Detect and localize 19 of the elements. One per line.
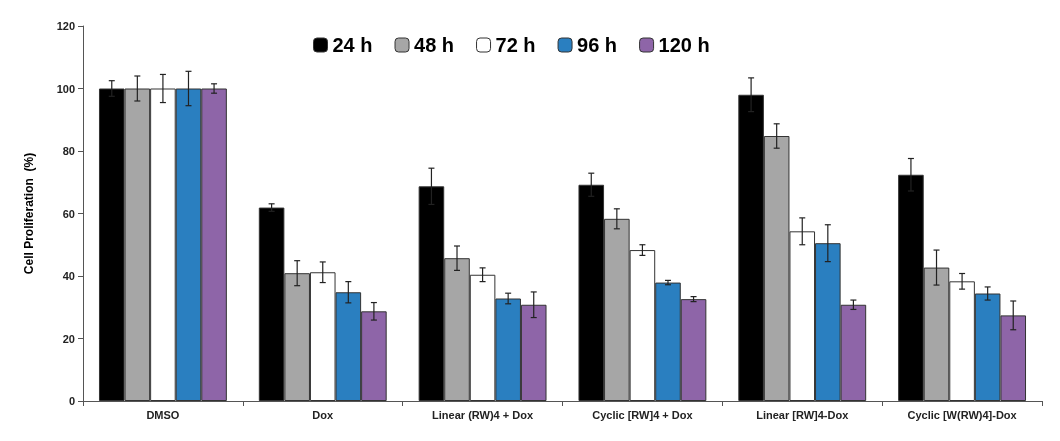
- x-tick-label: Cyclic [RW]4 + Dox: [592, 408, 694, 421]
- y-tick-label: 100: [56, 82, 75, 95]
- y-tick-label: 20: [62, 332, 75, 345]
- y-tick-label: 120: [56, 20, 75, 32]
- y-tick-label: 60: [62, 207, 75, 220]
- x-tick-label: Linear (RW)4 + Dox: [432, 408, 534, 421]
- x-tick-label: DMSO: [146, 408, 180, 421]
- y-tick-label: 40: [62, 270, 75, 282]
- legend-label: 72 h: [495, 34, 536, 56]
- x-tick-label: Cyclic [W(RW)4]-Dox: [907, 408, 1018, 421]
- x-tick-label: Linear [RW]4-Dox: [756, 408, 850, 421]
- y-axis-title: Cell Proliferation (%): [22, 152, 36, 275]
- y-tick-label: 0: [68, 395, 75, 407]
- legend-label: 24 h: [332, 34, 373, 56]
- legend-label: 120 h: [658, 34, 710, 56]
- x-tick-label: Dox: [312, 408, 335, 421]
- y-tick-label: 80: [62, 145, 75, 157]
- legend-label: 96 h: [577, 34, 618, 56]
- legend-label: 48 h: [414, 34, 455, 56]
